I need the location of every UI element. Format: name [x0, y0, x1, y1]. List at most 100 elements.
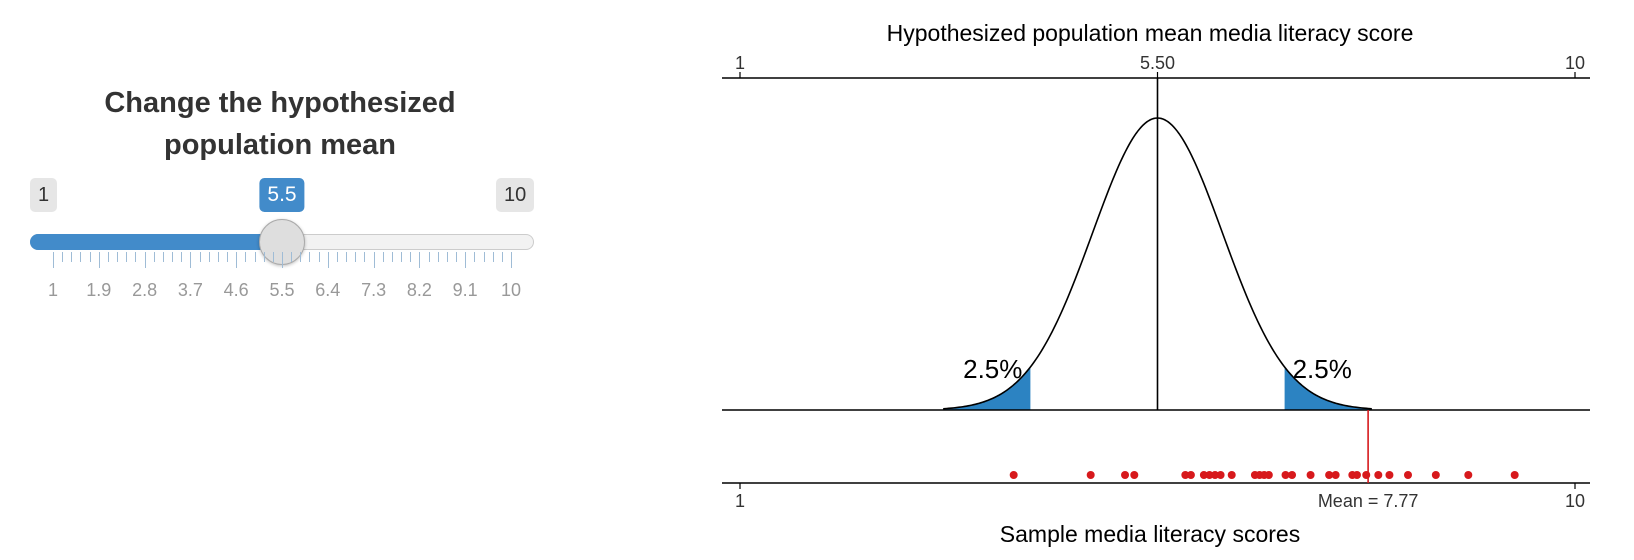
slider-minor-tick — [263, 252, 265, 262]
slider-title: Change the hypothesized population mean — [104, 87, 456, 161]
sample-mean-label: Mean = 7.77 — [1318, 491, 1419, 511]
slider-minor-tick — [401, 252, 403, 262]
slider-minor-tick — [346, 252, 348, 262]
sample-point — [1205, 471, 1214, 479]
sample-point — [1464, 471, 1473, 479]
slider-minor-tick — [483, 252, 485, 262]
slider-minor-tick — [208, 252, 210, 262]
left-tail-label: 2.5% — [963, 354, 1022, 384]
sample-point — [1086, 471, 1095, 479]
slider-minor-tick — [254, 252, 256, 262]
slider-major-tick — [511, 252, 512, 268]
slider-minor-tick — [135, 252, 137, 262]
sample-point — [1009, 471, 1018, 479]
sample-point — [1264, 471, 1273, 479]
sample-point — [1288, 471, 1297, 479]
sample-point — [1352, 471, 1361, 479]
slider-major-tick — [419, 252, 421, 268]
top-axis-tick-label: 10 — [1565, 53, 1585, 73]
slider-minor-tick — [456, 252, 458, 262]
top-axis-title: Hypothesized population mean media liter… — [887, 20, 1414, 46]
sample-point — [1211, 471, 1220, 479]
slider-minor-tick — [336, 252, 338, 262]
slider-major-tick — [236, 252, 238, 268]
slider-minor-tick — [227, 252, 229, 262]
sample-point — [1227, 471, 1236, 479]
sample-point — [1510, 471, 1519, 479]
slider-value-bubble: 5.5 — [259, 178, 305, 212]
slider-tick-label: 3.7 — [177, 280, 203, 300]
slider-minor-tick — [107, 252, 109, 262]
slider-minor-tick — [71, 252, 73, 262]
sample-point — [1181, 471, 1190, 479]
slider-minor-tick — [181, 252, 183, 262]
slider-tick-label: 6.4 — [315, 280, 341, 300]
slider-minor-tick — [199, 252, 201, 262]
slider-handle[interactable] — [259, 219, 305, 265]
sample-point — [1130, 471, 1139, 479]
slider-minor-tick — [382, 252, 384, 262]
slider-minor-tick — [245, 252, 247, 262]
slider-minor-tick — [272, 252, 274, 262]
slider-minor-tick — [355, 252, 357, 262]
slider-track-fill — [30, 234, 282, 250]
sample-point — [1186, 471, 1195, 479]
slider-min-label: 1 — [30, 178, 58, 212]
slider-minor-tick — [446, 252, 448, 262]
sample-point — [1121, 471, 1130, 479]
slider-major-tick — [465, 252, 467, 268]
hypothesized-mean-slider[interactable]: 1 10 5.5 1 1.9 2.8 3.7 4.6 5.5 6.4 7.3 8.2 9.1 10 — [0, 0, 560, 320]
slider-major-tick — [282, 252, 283, 268]
slider-minor-tick — [62, 252, 64, 262]
sample-point — [1431, 471, 1440, 479]
slider-major-tick — [144, 252, 146, 268]
slider-tick-label: 9.1 — [452, 280, 478, 300]
slider-minor-tick — [474, 252, 476, 262]
sample-point — [1385, 471, 1394, 479]
slider-tick-label: 8.2 — [406, 280, 432, 300]
sample-point — [1306, 471, 1315, 479]
sample-point — [1404, 471, 1412, 479]
slider-minor-tick — [437, 252, 439, 262]
slider-minor-tick — [117, 252, 119, 262]
bottom-axis-tick-label: 1 — [735, 491, 745, 511]
slider-minor-tick — [318, 252, 320, 262]
slider-major-tick — [53, 252, 54, 268]
top-axis-tick-label: 5.50 — [1140, 53, 1175, 73]
slider-minor-tick — [501, 252, 503, 262]
sample-point — [1362, 471, 1371, 479]
slider-minor-tick — [89, 252, 91, 262]
slider-tick-label: 7.3 — [361, 280, 387, 300]
sample-point — [1199, 471, 1208, 479]
slider-tick-label: 5.5 — [269, 280, 295, 300]
slider-minor-tick — [80, 252, 82, 262]
slider-tick-label: 4.6 — [223, 280, 249, 300]
slider-tick-label: 10 — [500, 280, 522, 300]
slider-minor-tick — [300, 252, 302, 262]
slider-minor-tick — [410, 252, 412, 262]
slider-major-tick — [327, 252, 329, 268]
sample-point — [1331, 471, 1340, 479]
slider-minor-tick — [153, 252, 155, 262]
slider-minor-tick — [162, 252, 164, 262]
slider-max-label: 10 — [496, 178, 535, 212]
slider-minor-tick — [291, 252, 293, 262]
sample-point — [1216, 471, 1225, 479]
right-tail-label: 2.5% — [1293, 354, 1352, 384]
slider-tick-label: 1 — [47, 280, 59, 300]
sample-point — [1281, 471, 1290, 479]
slider-tick-label: 1.9 — [86, 280, 112, 300]
slider-minor-tick — [172, 252, 174, 262]
slider-major-tick — [98, 252, 100, 268]
slider-minor-tick — [492, 252, 494, 262]
slider-tick-label: 2.8 — [132, 280, 158, 300]
left-tail-area — [943, 366, 1031, 410]
sample-point — [1325, 471, 1334, 479]
slider-major-tick — [373, 252, 375, 268]
slider-minor-tick — [217, 252, 219, 262]
bottom-axis-tick-label: 10 — [1565, 491, 1585, 511]
slider-major-tick — [190, 252, 192, 268]
top-axis-tick-label: 1 — [735, 53, 745, 73]
